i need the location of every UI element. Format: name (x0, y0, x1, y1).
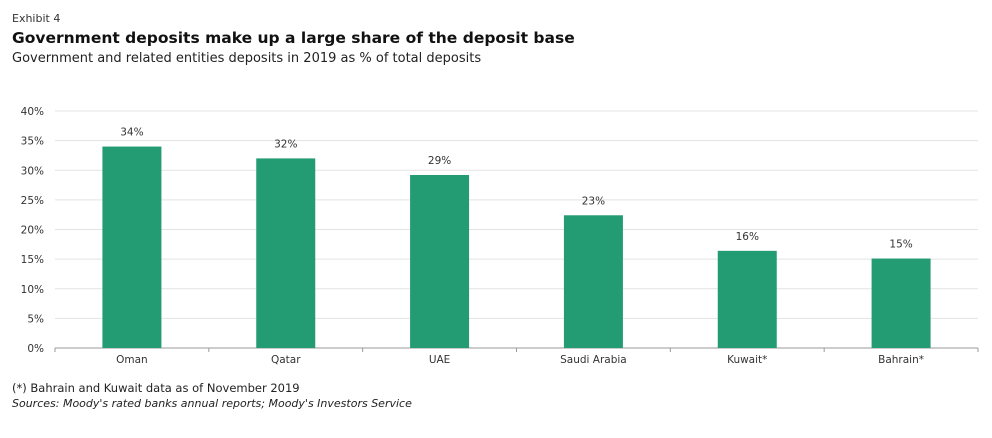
bars (102, 146, 931, 348)
y-tick-label: 25% (21, 195, 44, 207)
data-label: 16% (736, 231, 759, 243)
data-labels: 34% 32% 29% 23% 16% 15% (120, 127, 913, 251)
chart-subtitle: Government and related entities deposits… (12, 51, 482, 66)
bar (717, 250, 777, 348)
y-axis-ticks: 0% 5% 10% 15% 20% 25% 30% 35% 40% (21, 106, 44, 355)
y-tick-label: 35% (21, 136, 44, 148)
grid-lines (55, 110, 978, 349)
x-axis-ticks: Oman Qatar UAE Saudi Arabia Kuwait* Bahrain* (54, 348, 979, 366)
y-tick-label: 30% (21, 165, 44, 177)
footnote: (*) Bahrain and Kuwait data as of Novemb… (12, 381, 300, 395)
y-tick-label: 15% (21, 254, 44, 266)
bar (563, 215, 623, 348)
data-label: 23% (582, 195, 605, 207)
x-tick-label: Saudi Arabia (560, 354, 627, 366)
source-note: Sources: Moody's rated banks annual repo… (12, 397, 412, 410)
exhibit-label: Exhibit 4 (12, 12, 61, 25)
bar (871, 258, 931, 348)
bar (256, 158, 316, 348)
bar (102, 146, 162, 348)
x-tick-label: Kuwait* (727, 354, 767, 366)
y-tick-label: 5% (27, 313, 44, 325)
y-tick-label: 0% (27, 343, 44, 355)
data-label: 32% (274, 138, 297, 150)
data-label: 34% (120, 127, 143, 139)
y-tick-label: 20% (21, 225, 44, 237)
chart-title: Government deposits make up a large shar… (12, 29, 575, 47)
data-label: 29% (428, 155, 451, 167)
bar-chart: 0% 5% 10% 15% 20% 25% 30% 35% 40% 34% 32% 29% 23% 16… (21, 106, 979, 366)
data-label: 15% (889, 239, 912, 251)
bar (410, 174, 470, 348)
x-tick-label: Oman (116, 354, 148, 366)
y-tick-label: 10% (21, 284, 44, 296)
x-tick-label: UAE (429, 354, 451, 366)
y-tick-label: 40% (21, 106, 44, 118)
x-tick-label: Qatar (271, 354, 301, 366)
x-tick-label: Bahrain* (878, 354, 924, 366)
